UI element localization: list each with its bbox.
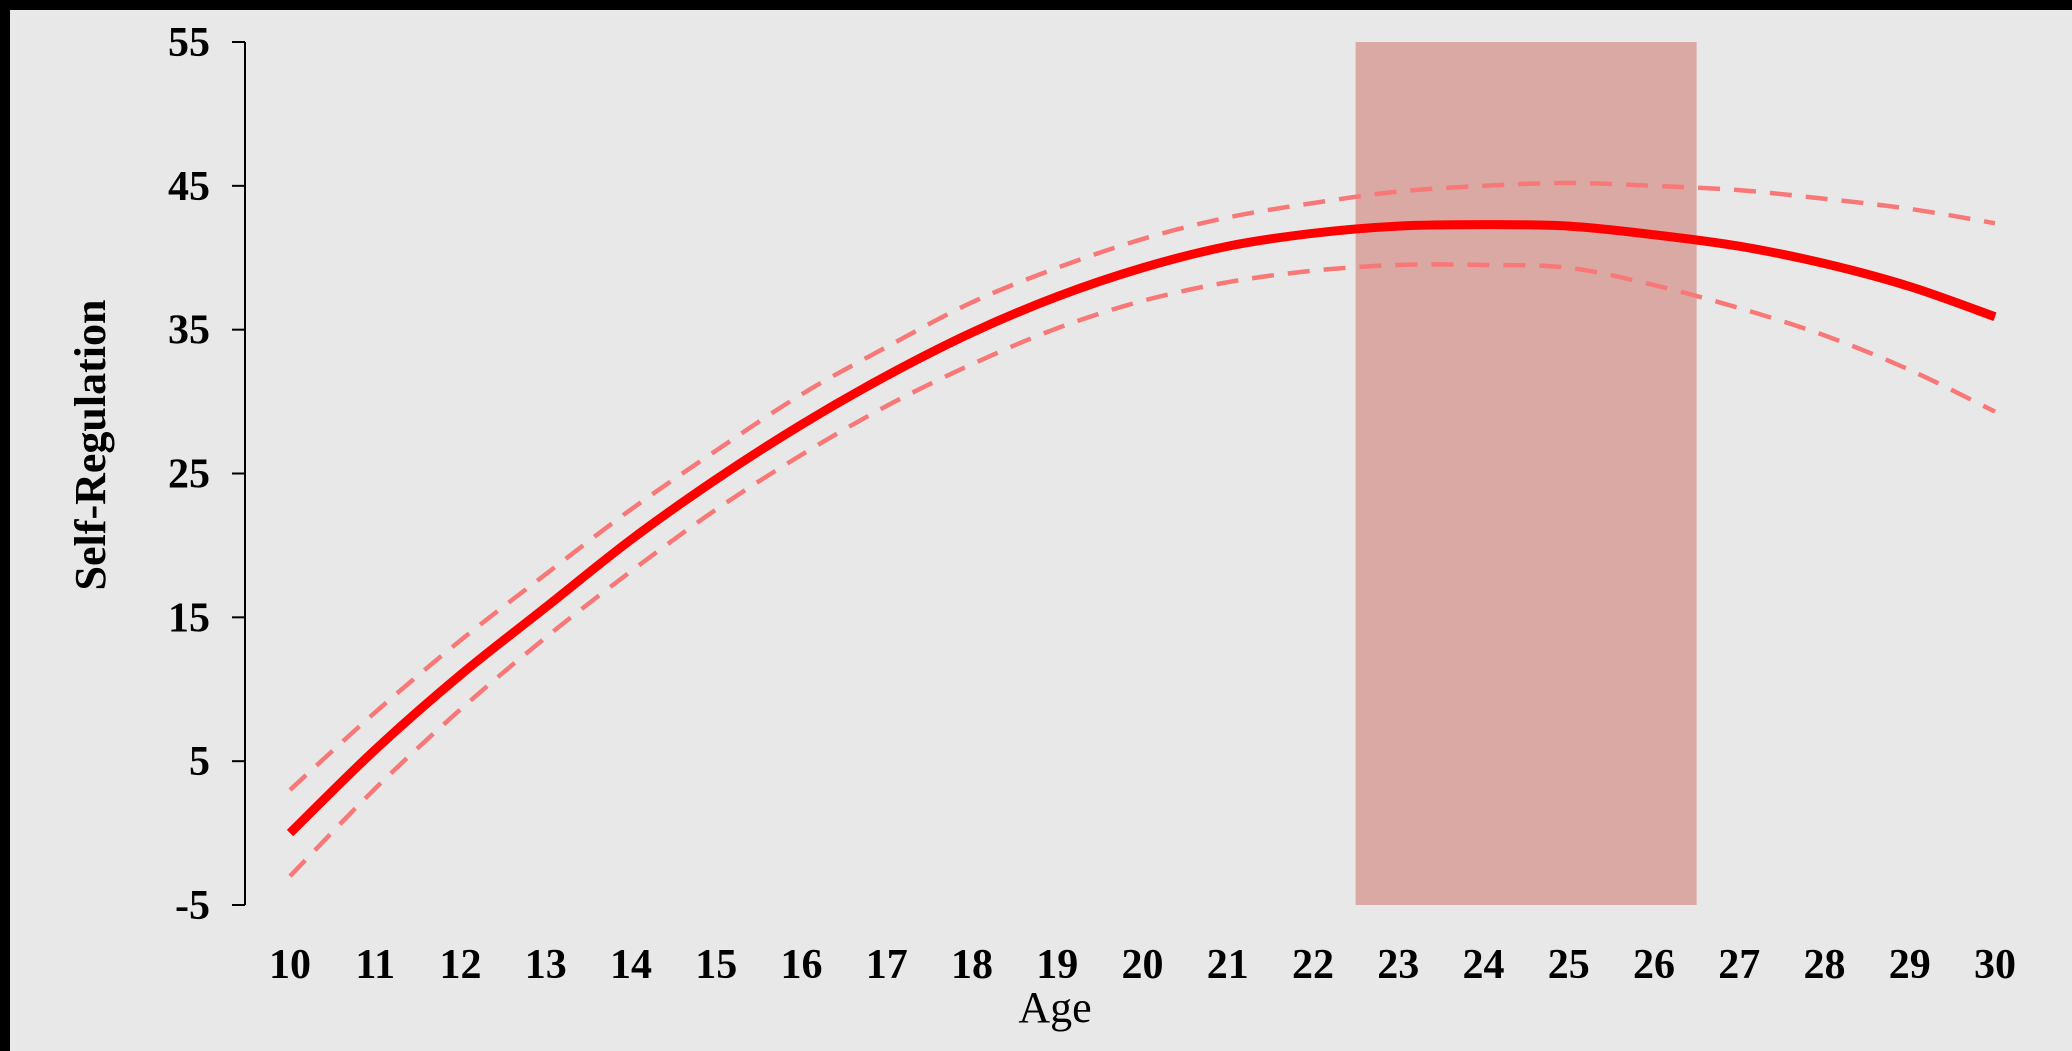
y-tick-label: 15 [168,595,210,641]
x-tick-label: 24 [1463,942,1505,988]
x-tick-label: 28 [1804,942,1846,988]
y-tick-label: 5 [189,739,210,785]
y-tick-label: 35 [168,308,210,354]
x-tick-label: 26 [1633,942,1675,988]
y-axis-title: Self-Regulation [66,300,115,591]
x-tick-label: 18 [951,942,993,988]
x-tick-label: 15 [695,942,737,988]
x-tick-label: 16 [781,942,823,988]
upper-ci-line [288,180,1996,792]
x-tick-label: 25 [1548,942,1590,988]
x-tick-label: 11 [355,942,395,988]
x-tick-label: 21 [1207,942,1249,988]
fitted-line [286,220,1997,837]
x-tick-label: 17 [866,942,908,988]
y-tick-label: 45 [168,164,210,210]
x-tick-label: 27 [1718,942,1760,988]
x-tick-label: 22 [1292,942,1334,988]
x-axis-title: Age [1018,983,1091,1032]
x-tick-label: 12 [440,942,482,988]
y-tick-label: -5 [175,883,210,929]
x-tick-label: 13 [525,942,567,988]
x-tick-label: 19 [1036,942,1078,988]
highlight-band [1355,42,1697,905]
x-tick-label: 29 [1889,942,1931,988]
x-tick-label: 30 [1974,942,2016,988]
y-tick-label: 25 [168,452,210,498]
plot-background [10,10,2072,1051]
x-tick-label: 23 [1377,942,1419,988]
y-tick-label: 55 [168,20,210,66]
x-tick-label: 14 [610,942,652,988]
x-tick-label: 10 [269,942,311,988]
lower-ci-line [288,262,1996,878]
x-tick-label: 20 [1122,942,1164,988]
